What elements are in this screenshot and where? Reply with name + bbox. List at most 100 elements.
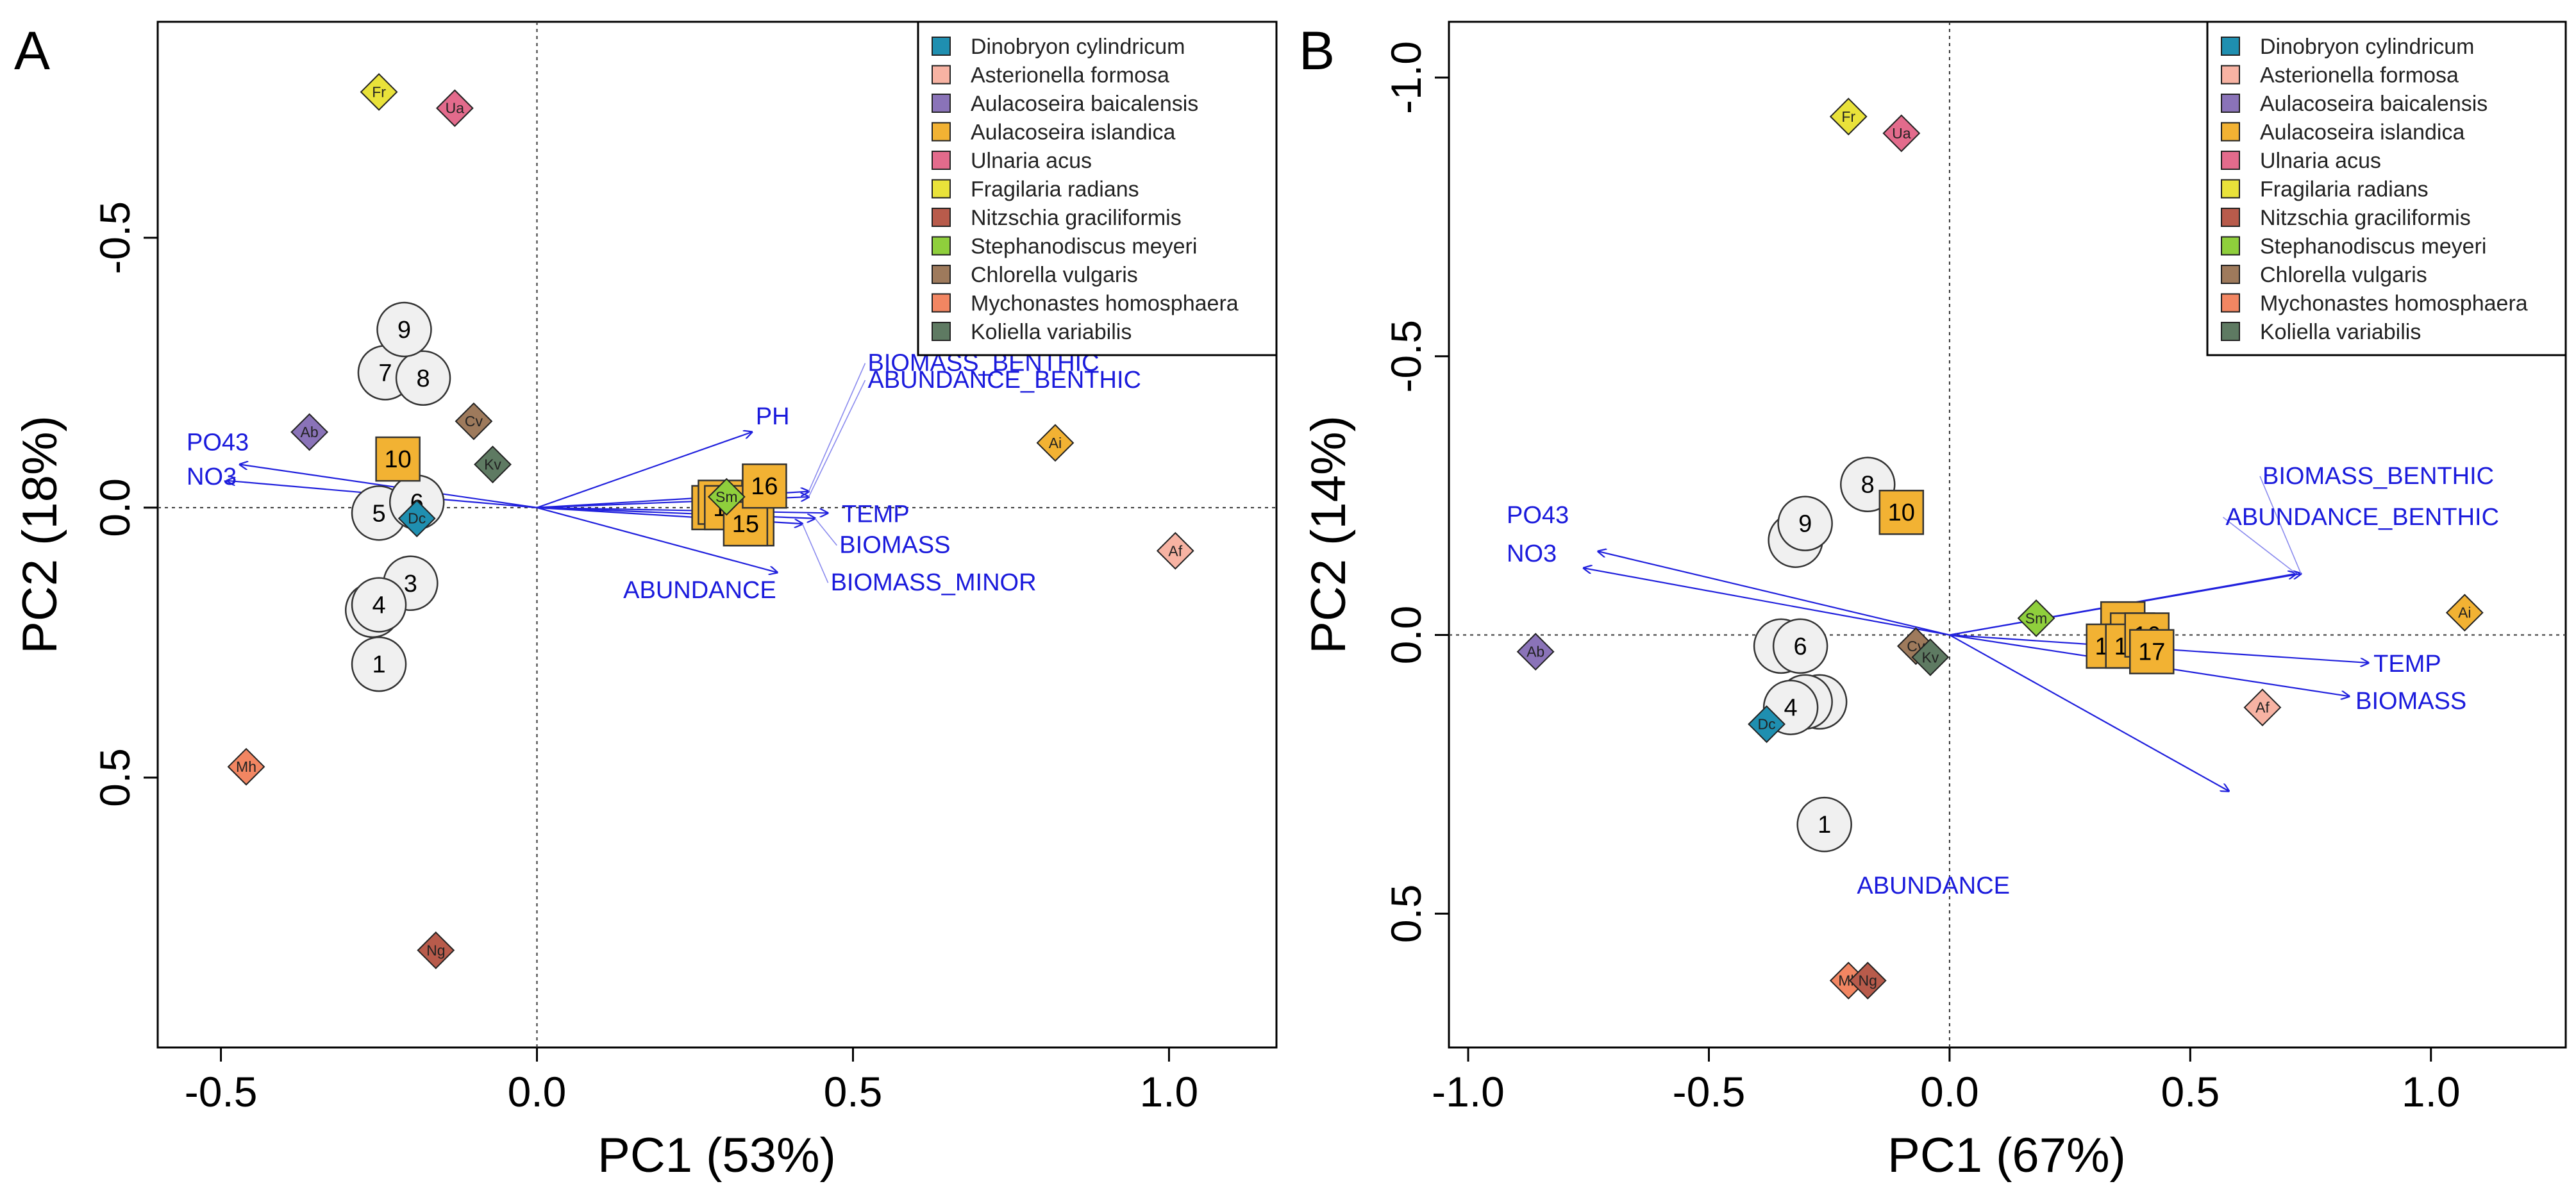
species-code-label: Sm [715,488,738,505]
vector-label-no3-b: NO3 [1507,540,1557,567]
legend-label: Stephanodiscus meyeri [2260,235,2486,259]
legend-label: Aulacoseira islandica [2260,121,2464,145]
vector-abundance-b [1949,634,2229,791]
y-tick-label-b: -1.0 [1382,41,1430,114]
site-label: 9 [1798,511,1812,538]
x-tick-label-a: 0.5 [824,1068,883,1115]
site-label: 5 [372,500,385,527]
vector-label-ph-a: PH [756,403,790,430]
species-diamond-marker [417,931,455,969]
species-af-a: Af [1156,531,1194,570]
legend-label: Nitzschia graciliformis [2260,206,2471,230]
legend-entry-fragilaria-radians: Fragilaria radians [932,178,1139,202]
legend-entry-koliella-variabilis: Koliella variabilis [2221,320,2421,344]
species-diamond-marker [1036,424,1075,462]
x-tick-label-b: 0.5 [2161,1068,2220,1115]
site-label: 15 [732,511,759,538]
panel-a: A PO43NO3PHBIOMASS_BENTHICABUNDANCE_BENT… [13,21,1278,1183]
y-tick-label-a: -0.5 [91,201,138,274]
species-diamond-marker [435,89,474,128]
site-17-b: 17 [2129,629,2175,674]
legend-entry-aulacoseira-islandica: Aulacoseira islandica [2221,121,2464,145]
legend-label: Chlorella vulgaris [2260,263,2427,287]
legend-entry-nitzschia-graciliformis: Nitzschia graciliformis [2221,206,2471,230]
legend-entry-stephanodiscus-meyeri: Stephanodiscus meyeri [932,235,1197,259]
species-ua-b: Ua [1882,114,1921,153]
vectors-b: PO43 NO3 BIOMASS_BENTHIC ABUNDANCE_BENTHIC T… [1507,463,2499,899]
x-tick-label-b: -1.0 [1432,1068,1505,1115]
site-10-a: 10 [375,436,421,482]
vector-label-biomass-minor-a: BIOMASS_MINOR [831,569,1037,596]
legend-b: Dinobryon cylindricum Asterionella formos… [2206,21,2567,356]
site-15-a: 15 [723,501,769,547]
legend-box-b [2206,21,2567,356]
species-diamond-marker [1848,962,1887,1000]
site-label: 8 [416,365,430,392]
sites-b: 1234567891011121314151617 [1753,456,2175,853]
species-diamond-marker [455,402,493,440]
y-tick-label-b: -0.5 [1382,320,1430,393]
legend-label: Ulnaria acus [971,149,1092,173]
legend-entry-dinobryon-cylindricum: Dinobryon cylindricum [2221,35,2474,59]
species-code-label: Af [2255,699,2270,716]
legend-entry-ulnaria-acus: Ulnaria acus [2221,149,2381,173]
site-circle-marker [1772,618,1828,674]
site-label: 4 [1784,695,1798,722]
legend-entry-asterionella-formosa: Asterionella formosa [2221,63,2459,88]
legend-swatch [932,94,951,113]
site-label: 6 [1794,633,1807,660]
site-square-marker [1878,489,1925,535]
species-a: Fr Ua Cv Ab Kv Dc Sm Ai Af Mh Ng [227,73,1194,969]
legend-swatch [932,236,951,256]
legend-swatch [2221,179,2240,199]
y-tick-label-b: 0.0 [1382,606,1430,665]
legend-label: Mychonastes homosphaera [2260,292,2528,316]
legend-entry-mychonastes-homosphaera: Mychonastes homosphaera [2221,292,2528,316]
vector-label-abundance-b: ABUNDANCE [1857,872,2010,899]
legend-box-a [917,21,1278,356]
legend-swatch [932,65,951,85]
species-code-label: Ng [426,942,445,958]
species-code-label: Af [1168,542,1182,559]
site-label: 1 [1818,812,1831,838]
legend-entry-asterionella-formosa: Asterionella formosa [932,63,1169,88]
legend-swatch [2221,151,2240,170]
legend-label: Aulacoseira baicalensis [2260,92,2488,116]
site-label: 16 [751,473,778,500]
legend-label: Fragilaria radians [971,178,1139,202]
panel-b: B PO43 NO3 BIOMASS_BENTHIC ABUNDANCE_BENTHI… [1299,21,2567,1183]
species-diamond-marker [2017,599,2055,637]
species-diamond-marker [227,747,265,786]
legend-entry-nitzschia-graciliformis: Nitzschia graciliformis [932,206,1182,230]
legend-swatch [2221,94,2240,113]
species-code-label: Fr [372,83,386,100]
x-tick-label-b: 1.0 [2402,1068,2461,1115]
vector-label-po43-b: PO43 [1507,502,1569,529]
legend-label: Nitzschia graciliformis [971,206,1182,230]
species-ua-a: Ua [435,89,474,128]
species-kv-b: Kv [1911,638,1950,676]
species-code-label: Cv [465,413,483,430]
species-code-label: Ai [1049,435,1062,451]
site-9-a: 9 [376,301,432,358]
legend-swatch [2221,293,2240,313]
vector-po43-b [1598,551,1950,636]
legend-swatch [2221,65,2240,85]
legend-label: Koliella variabilis [2260,320,2421,344]
x-axis-title-a: PC1 (53%) [598,1128,836,1183]
legend-entry-dinobryon-cylindricum: Dinobryon cylindricum [932,35,1185,59]
legend-label: Ulnaria acus [2260,149,2381,173]
species-dc-a: Dc [397,499,436,538]
species-code-label: Kv [1921,649,1939,665]
species-fr-a: Fr [360,73,398,111]
x-tick-label-b: 0.0 [1920,1068,1979,1115]
legend-label: Aulacoseira islandica [971,121,1175,145]
species-ng-b: Ng [1848,962,1887,1000]
species-mh-a: Mh [227,747,265,786]
species-diamond-marker [474,446,512,483]
site-square-marker [2129,629,2175,674]
species-diamond-marker [1829,97,1868,136]
vector-abundance-a [537,506,778,572]
species-diamond-marker [707,478,746,516]
species-code-label: Ua [446,100,465,117]
